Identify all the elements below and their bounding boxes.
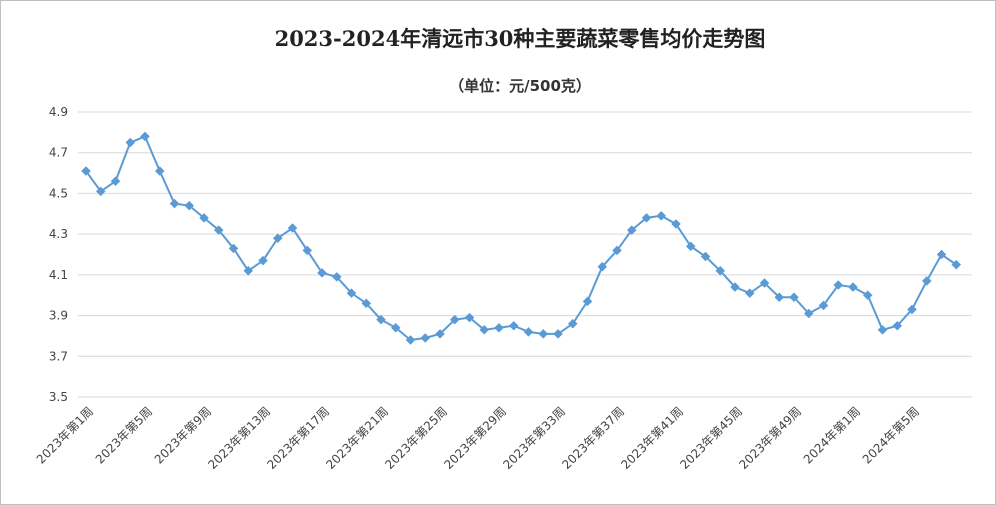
data-point (361, 298, 372, 309)
data-point (818, 300, 829, 311)
data-point (405, 335, 416, 345)
data-point (435, 329, 445, 339)
data-point (538, 329, 549, 339)
y-tick-label: 4.1 (49, 268, 68, 282)
data-point (789, 292, 799, 303)
x-axis-ticks: 2023年第1周2023年第5周2023年第9周2023年第13周2023年第1… (34, 404, 922, 472)
x-tick-label: 2023年第45周 (677, 404, 745, 472)
series-line-0 (85, 135, 957, 342)
y-tick-label: 3.7 (49, 349, 68, 363)
x-tick-label: 2023年第37周 (559, 404, 627, 472)
y-tick-label: 4.9 (49, 105, 68, 119)
data-point (199, 213, 209, 223)
data-point (302, 245, 313, 256)
data-point (95, 186, 106, 197)
data-point (464, 312, 475, 323)
y-tick-label: 4.3 (49, 227, 68, 241)
data-point (907, 304, 917, 315)
data-point (700, 251, 711, 262)
data-point (184, 200, 195, 211)
data-point (936, 249, 947, 260)
y-tick-label: 3.9 (49, 309, 68, 323)
chart-subtitle: （单位：元/500克） (449, 77, 591, 95)
data-point (641, 213, 652, 223)
data-point (154, 166, 165, 176)
chart-title: 2023-2024年清远市30种主要蔬菜零售均价走势图 (275, 26, 766, 51)
data-point (420, 333, 431, 343)
data-point (759, 278, 770, 288)
data-point (582, 296, 593, 307)
data-point (376, 314, 386, 325)
data-point (287, 223, 298, 233)
data-point (243, 265, 254, 276)
data-point (228, 243, 239, 254)
data-point (774, 292, 785, 303)
data-point (317, 267, 327, 278)
data-point (892, 320, 903, 331)
data-point (656, 210, 667, 221)
data-point (346, 288, 357, 299)
data-point (553, 329, 563, 339)
data-point (508, 320, 519, 331)
y-tick-label: 4.5 (49, 186, 68, 200)
data-point (877, 324, 888, 335)
data-point (715, 265, 726, 276)
series-layer (81, 131, 962, 345)
data-point (272, 233, 283, 244)
data-point (110, 176, 121, 187)
x-tick-label: 2023年第9周 (152, 404, 214, 466)
data-point (803, 308, 814, 319)
x-tick-label: 2024年第1周 (801, 404, 863, 466)
x-tick-label: 2023年第41周 (618, 404, 686, 472)
data-point (169, 198, 180, 209)
data-point (612, 245, 622, 256)
data-point (862, 290, 873, 301)
x-tick-label: 2023年第1周 (34, 404, 96, 466)
data-point (833, 280, 844, 290)
data-point (449, 314, 460, 325)
y-axis-ticks: 3.5 3.7 3.9 4.1 4.3 4.5 4.7 4.9 (49, 105, 68, 404)
data-point (523, 327, 534, 337)
x-tick-label: 2023年第13周 (205, 404, 273, 472)
data-point (567, 318, 578, 329)
x-tick-label: 2023年第25周 (382, 404, 450, 472)
x-tick-label: 2023年第17周 (264, 404, 332, 472)
data-point (81, 166, 91, 176)
data-point (744, 288, 755, 299)
x-tick-label: 2024年第5周 (860, 404, 922, 466)
grid-layer (78, 111, 972, 398)
data-point (685, 241, 696, 252)
x-tick-label: 2023年第49周 (736, 404, 804, 472)
data-point (479, 324, 490, 335)
data-point (597, 261, 608, 272)
data-point (671, 219, 681, 229)
data-point (626, 225, 637, 235)
data-point (951, 259, 962, 270)
data-point (125, 137, 136, 148)
data-point (730, 282, 740, 292)
data-point (494, 322, 504, 333)
x-tick-label: 2023年第5周 (93, 404, 155, 466)
data-point (213, 225, 224, 235)
data-point (921, 276, 932, 286)
data-point (258, 255, 268, 266)
x-tick-label: 2023年第29周 (441, 404, 509, 472)
y-tick-label: 4.7 (49, 146, 68, 160)
x-tick-label: 2023年第33周 (500, 404, 568, 472)
x-tick-label: 2023年第21周 (323, 404, 391, 472)
y-tick-label: 3.5 (49, 390, 68, 404)
data-point (848, 282, 858, 292)
data-point (331, 272, 342, 282)
data-point (140, 131, 150, 142)
data-point (390, 322, 401, 333)
